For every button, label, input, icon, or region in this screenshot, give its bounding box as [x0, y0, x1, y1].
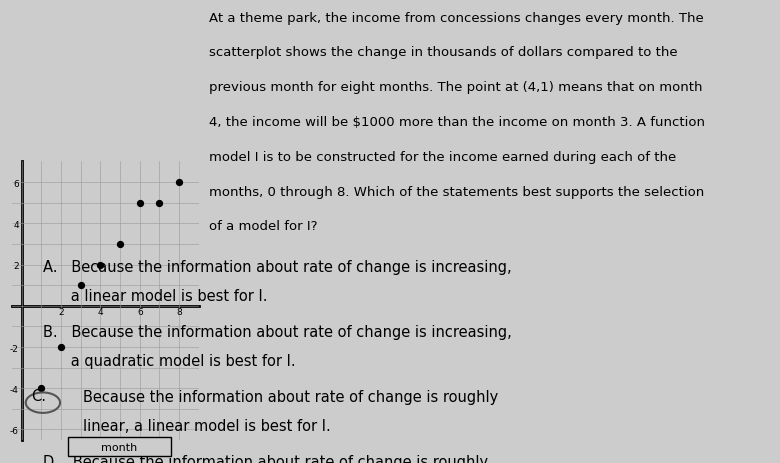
Text: A.   Because the information about rate of change is increasing,: A. Because the information about rate of… [43, 259, 512, 274]
Text: D.   Because the information about rate of change is roughly: D. Because the information about rate of… [43, 454, 488, 463]
Point [35, 385, 48, 392]
Text: month: month [101, 442, 137, 452]
Text: a quadratic model is best for I.: a quadratic model is best for I. [43, 353, 296, 368]
Point [173, 179, 186, 186]
Point [133, 200, 146, 207]
Text: months, 0 through 8. Which of the statements best supports the selection: months, 0 through 8. Which of the statem… [209, 185, 704, 198]
Text: a linear model is best for I.: a linear model is best for I. [43, 288, 268, 303]
Text: 4, the income will be $1000 more than the income on month 3. A function: 4, the income will be $1000 more than th… [209, 116, 705, 129]
Text: model I is to be constructed for the income earned during each of the: model I is to be constructed for the inc… [209, 150, 676, 163]
Text: scatterplot shows the change in thousands of dollars compared to the: scatterplot shows the change in thousand… [209, 46, 678, 59]
Text: C.: C. [31, 388, 47, 403]
Point [74, 282, 87, 289]
Point [55, 344, 67, 351]
Point [94, 261, 107, 269]
Point [153, 200, 165, 207]
Text: Because the information about rate of change is roughly: Because the information about rate of ch… [83, 389, 498, 404]
Text: B.   Because the information about rate of change is increasing,: B. Because the information about rate of… [43, 324, 512, 339]
Text: At a theme park, the income from concessions changes every month. The: At a theme park, the income from concess… [209, 12, 704, 25]
Text: linear, a linear model is best for I.: linear, a linear model is best for I. [83, 418, 332, 432]
Text: previous month for eight months. The point at (4,1) means that on month: previous month for eight months. The poi… [209, 81, 703, 94]
Text: of a model for I?: of a model for I? [209, 220, 317, 233]
Point [114, 241, 126, 248]
